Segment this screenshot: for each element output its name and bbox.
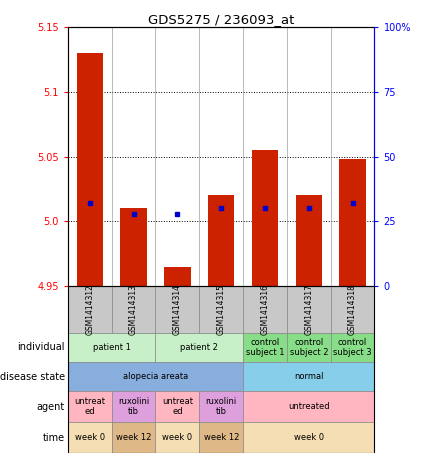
Bar [155, 333, 243, 362]
Text: patient 1: patient 1 [93, 343, 131, 352]
Bar [68, 422, 112, 453]
Text: patient 2: patient 2 [180, 343, 218, 352]
Text: alopecia areata: alopecia areata [123, 372, 188, 381]
Text: time: time [42, 433, 65, 443]
Title: GDS5275 / 236093_at: GDS5275 / 236093_at [148, 13, 294, 26]
Bar [112, 422, 155, 453]
Polygon shape [69, 336, 77, 358]
Bar [112, 286, 155, 333]
Text: GSM1414316: GSM1414316 [261, 284, 269, 335]
Text: week 0: week 0 [294, 433, 324, 442]
Bar [252, 150, 278, 286]
Text: GSM1414315: GSM1414315 [217, 284, 226, 335]
Bar [296, 195, 322, 286]
Text: untreat
ed: untreat ed [74, 397, 105, 416]
Bar [199, 422, 243, 453]
Text: GSM1414313: GSM1414313 [129, 284, 138, 335]
Bar [68, 333, 155, 362]
Bar [68, 286, 112, 333]
Bar [243, 391, 374, 422]
Bar [243, 422, 374, 453]
Bar [243, 333, 287, 362]
Text: ruxolini
tib: ruxolini tib [205, 397, 237, 416]
Polygon shape [69, 426, 77, 449]
Text: ruxolini
tib: ruxolini tib [118, 397, 149, 416]
Text: week 12: week 12 [204, 433, 239, 442]
Text: disease state: disease state [0, 371, 65, 381]
Bar [112, 391, 155, 422]
Polygon shape [69, 395, 77, 419]
Bar [77, 53, 103, 286]
Bar [68, 362, 243, 391]
Text: GSM1414312: GSM1414312 [85, 284, 94, 335]
Bar [155, 422, 199, 453]
Bar [331, 286, 374, 333]
Text: control
subject 1: control subject 1 [246, 337, 284, 357]
Bar [199, 286, 243, 333]
Bar [164, 267, 191, 286]
Bar [243, 286, 287, 333]
Text: agent: agent [37, 402, 65, 412]
Polygon shape [69, 366, 77, 388]
Text: control
subject 2: control subject 2 [290, 337, 328, 357]
Text: GSM1414314: GSM1414314 [173, 284, 182, 335]
Text: untreated: untreated [288, 402, 330, 411]
Text: week 12: week 12 [116, 433, 151, 442]
Text: untreat
ed: untreat ed [162, 397, 193, 416]
Text: normal: normal [294, 372, 324, 381]
Text: individual: individual [18, 342, 65, 352]
Bar [155, 286, 199, 333]
Bar [287, 286, 331, 333]
Bar [339, 159, 366, 286]
Text: control
subject 3: control subject 3 [333, 337, 372, 357]
Bar [68, 391, 112, 422]
Bar [155, 391, 199, 422]
Bar [120, 208, 147, 286]
Text: GSM1414317: GSM1414317 [304, 284, 313, 335]
Bar [287, 333, 331, 362]
Bar [199, 391, 243, 422]
Text: GSM1414318: GSM1414318 [348, 284, 357, 335]
Text: week 0: week 0 [162, 433, 192, 442]
Bar [243, 362, 374, 391]
Bar [208, 195, 234, 286]
Bar [331, 333, 374, 362]
Text: week 0: week 0 [75, 433, 105, 442]
